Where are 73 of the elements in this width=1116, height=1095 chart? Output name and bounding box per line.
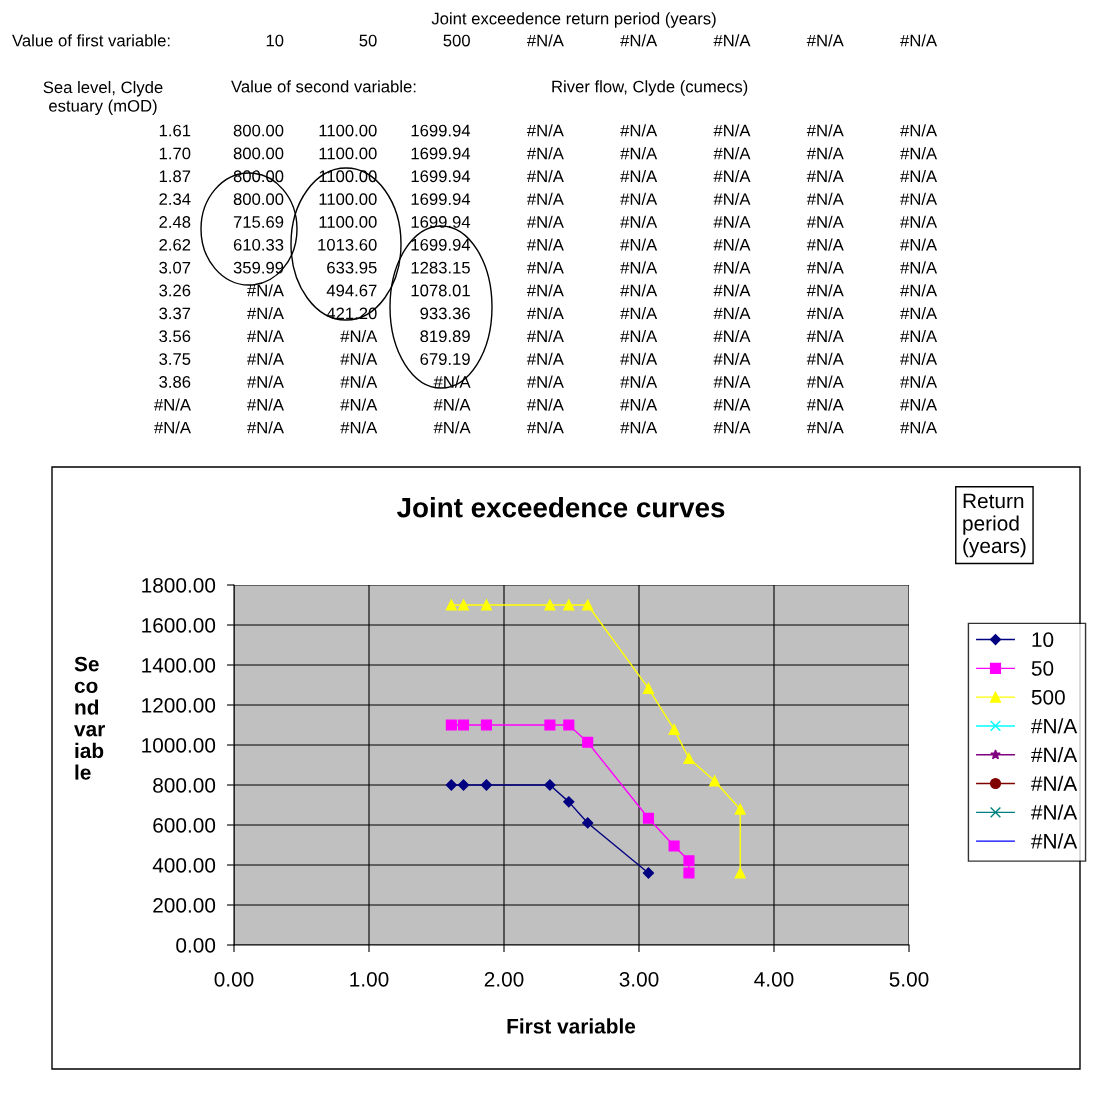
- y-tick-label: 0.00: [176, 938, 216, 953]
- y-tick-label: 1400.00: [142, 658, 216, 673]
- text: 1.70 800.00 1100.00 1699.94 #N/A #N/A #N/A #N/A #N/A: [159, 147, 938, 160]
- point: [445, 779, 457, 791]
- point: [683, 867, 695, 879]
- point: [642, 682, 655, 694]
- point: [734, 803, 746, 815]
- point: [480, 599, 493, 611]
- text: #N/A #N/A #N/A #N/A #N/A #N/A #N/A #N/A #N/A: [154, 398, 938, 411]
- x-tick-label: 4.00: [754, 971, 794, 987]
- point: [668, 723, 680, 735]
- point: [544, 779, 556, 791]
- text: 2.62 610.33 1013.60 1699.94 #N/A #N/A #N/A #N/A #N/A: [159, 238, 938, 251]
- text: 3.26 #N/A 494.67 1078.01 #N/A #N/A #N/A #N/A #N/A: [159, 284, 938, 297]
- point: [734, 867, 746, 879]
- y-tick-label: 1200.00: [142, 698, 216, 713]
- text: 3.56 #N/A #N/A 819.89 #N/A #N/A #N/A #N/A #N/A: [159, 329, 938, 343]
- point: [445, 599, 457, 611]
- chart-title: Joint exceedence curves: [396, 497, 725, 518]
- text: Sea level, Clyde estuary (mOD): [43, 80, 163, 116]
- point: [445, 719, 457, 731]
- y-tick-label: 400.00: [152, 858, 216, 873]
- text: 1.61 800.00 1100.00 1699.94 #N/A #N/A #N/A #N/A #N/A: [159, 124, 938, 137]
- point: [563, 796, 575, 808]
- point: [642, 812, 655, 824]
- point: [457, 719, 470, 731]
- legend-label: 50: [1031, 661, 1054, 676]
- point: [683, 855, 695, 867]
- text: #N/A #N/A #N/A #N/A #N/A #N/A #N/A #N/A #N/A: [154, 421, 938, 434]
- text: 3.75 #N/A #N/A 679.19 #N/A #N/A #N/A #N/A #N/A: [159, 352, 938, 365]
- point: [582, 599, 594, 611]
- point: [683, 752, 695, 764]
- legend-label: #N/A: [1031, 833, 1078, 849]
- point: [544, 599, 556, 611]
- text: 3.07 359.99 633.95 1283.15 #N/A #N/A #N/A #N/A #N/A: [159, 261, 938, 274]
- point: [582, 817, 594, 829]
- text: Value of first variable: 10 50 500 #N/A #N/A #N/A #N/A #N/A: [12, 34, 938, 47]
- x-tick-label: 3.00: [619, 971, 659, 987]
- x-axis-title: First variable: [507, 1018, 636, 1034]
- legend-label: #N/A: [1031, 746, 1078, 763]
- x-tick-label: 0.00: [214, 971, 254, 987]
- legend-label: 500: [1031, 689, 1065, 705]
- point: [563, 599, 575, 611]
- text: Value of second variable:: [231, 80, 416, 93]
- x-tick-label: 2.00: [484, 971, 524, 987]
- point: [544, 719, 556, 731]
- x-tick-label: 5.00: [889, 971, 929, 987]
- point: [563, 719, 575, 731]
- text: 2.48 715.69 1100.00 1699.94 #N/A #N/A #N/A #N/A #N/A: [159, 215, 938, 228]
- y-tick-label: 1600.00: [142, 618, 216, 633]
- text: 2.34 800.00 1100.00 1699.94 #N/A #N/A #N/A #N/A #N/A: [159, 192, 938, 206]
- point: [457, 779, 470, 791]
- point: [480, 779, 493, 791]
- y-tick-label: 1800.00: [142, 578, 216, 593]
- y-tick-label: 200.00: [153, 898, 216, 913]
- point: [668, 840, 680, 852]
- point: [582, 736, 594, 748]
- point: [709, 775, 721, 787]
- point: [480, 719, 493, 731]
- legend-label: 10: [1032, 632, 1054, 648]
- legend-label: #N/A: [1031, 718, 1078, 734]
- legend-title: Return period (years): [963, 493, 1026, 558]
- x-tick-label: 1.00: [350, 971, 389, 987]
- legend-label: #N/A: [1031, 804, 1078, 820]
- y-tick-label: 600.00: [153, 818, 216, 833]
- y-axis-title: Se co nd var iab le: [74, 656, 105, 780]
- text: River flow, Clyde (cumecs): [552, 80, 748, 96]
- point: [642, 867, 655, 879]
- y-tick-label: 1000.00: [142, 738, 216, 753]
- y-tick-label: 800.00: [153, 778, 216, 793]
- legend-label: #N/A: [1031, 775, 1078, 792]
- point: [457, 599, 470, 611]
- text: Joint exceedence return period (years): [431, 12, 716, 28]
